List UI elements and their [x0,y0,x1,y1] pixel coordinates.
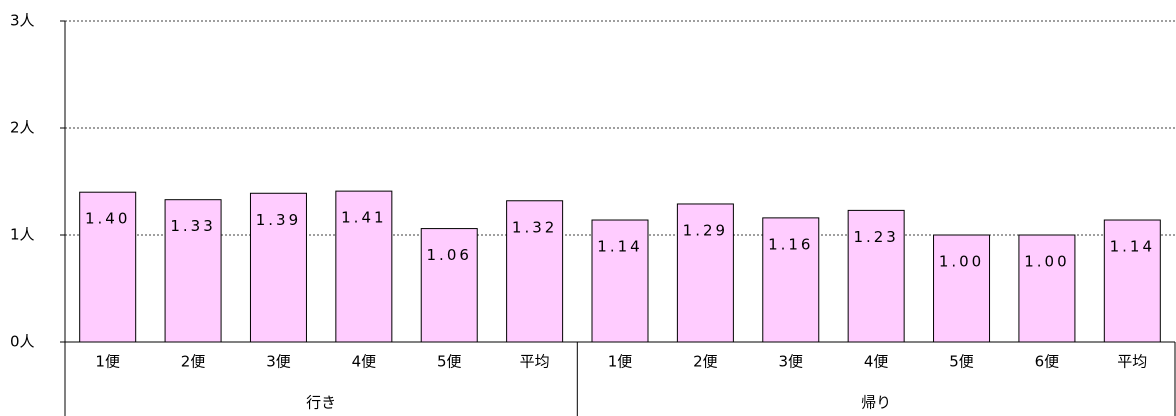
value-label: 1.00 [1024,253,1069,271]
x-tick-label: 5便 [437,353,462,371]
x-tick-label: 平均 [1117,353,1147,371]
bar [676,203,734,343]
x-tick-label: 1便 [95,353,120,371]
x-tick-label: 平均 [520,353,550,371]
group-label: 行き [306,394,336,412]
value-label: 1.33 [170,217,215,235]
x-tick-label: 2便 [693,353,718,371]
y-tick-label: 2人 [10,119,35,137]
bar [1018,234,1076,343]
value-label: 1.41 [341,209,386,227]
y-tick-label: 0人 [10,333,35,351]
value-label: 1.23 [853,228,898,246]
value-label: 1.40 [85,210,130,228]
x-tick-label: 4便 [864,353,889,371]
bar [249,192,307,343]
x-tick-label: 2便 [181,353,206,371]
bar [506,200,564,343]
bar [1103,219,1161,343]
value-label: 1.29 [683,221,728,239]
value-label: 1.14 [1110,238,1155,256]
bar [420,228,478,343]
value-label: 1.06 [427,246,472,264]
value-label: 1.16 [768,235,813,253]
bar [164,199,222,343]
y-tick-label: 1人 [10,226,35,244]
value-label: 1.32 [512,218,557,236]
y-tick-label: 3人 [10,12,35,30]
x-tick-label: 6便 [1035,353,1060,371]
x-tick-label: 1便 [608,353,633,371]
value-label: 1.14 [597,238,642,256]
x-tick-label: 3便 [266,353,291,371]
x-tick-label: 4便 [352,353,377,371]
group-label: 帰り [861,394,891,412]
value-label: 1.00 [939,253,984,271]
bar [933,234,991,343]
x-tick-label: 3便 [778,353,803,371]
bar [591,219,649,343]
bar [847,209,905,343]
bar [335,190,393,343]
value-label: 1.39 [256,211,301,229]
x-tick-label: 5便 [949,353,974,371]
